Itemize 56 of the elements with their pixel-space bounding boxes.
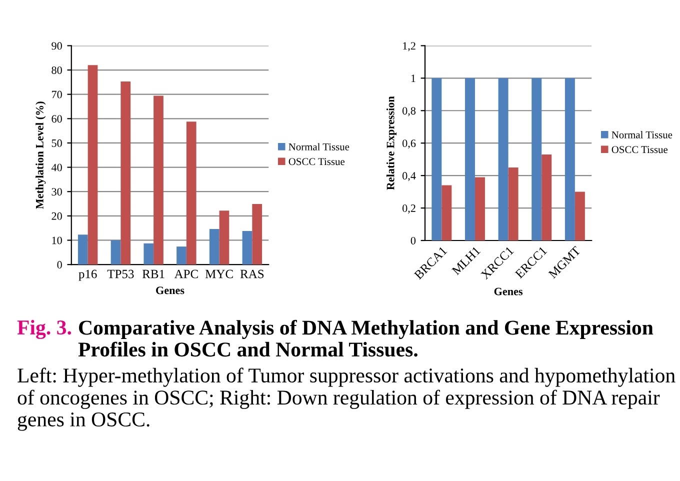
y-tick-label: 0,6: [402, 140, 416, 149]
bar: [209, 229, 220, 265]
y-tick-label: 0,4: [402, 172, 416, 182]
bar: [432, 78, 442, 240]
bar: [574, 192, 585, 240]
y-tick-label: 40: [51, 164, 62, 172]
bar: [474, 177, 485, 240]
caption: Fig. 3.: [17, 320, 72, 339]
x-tick-label: TP53: [107, 270, 134, 278]
y-tick-label: 60: [52, 115, 62, 123]
x-tick-label: MYC: [205, 270, 233, 278]
y-tick-label: 0,2: [402, 204, 416, 214]
bar: [542, 154, 552, 240]
bar: [110, 240, 121, 265]
y-tick-label: 0,8: [402, 107, 416, 116]
bar: [144, 243, 154, 265]
bar: [242, 230, 252, 265]
bar: [564, 78, 575, 240]
legend-label: Normal Tissue: [288, 143, 350, 150]
bar: [176, 246, 186, 265]
y-tick-label: 80: [52, 66, 62, 74]
bar: [442, 185, 452, 240]
y-tick-label: 30: [52, 188, 62, 196]
bar: [186, 122, 196, 265]
y-tick-label: 0: [57, 261, 62, 269]
y-tick-label: 50: [52, 139, 62, 147]
y-tick-label: 1,2: [403, 42, 416, 52]
y-tick-label: 1: [411, 74, 416, 82]
bar: [219, 210, 230, 265]
y-tick-label: 20: [52, 212, 62, 220]
x-axis-title: Genes: [156, 286, 184, 294]
bar: [532, 78, 542, 240]
bar: [252, 204, 262, 265]
y-axis-title: Relative Expression: [386, 96, 397, 190]
x-tick-label: RAS: [240, 270, 264, 278]
legend-label: OSCC Tissue: [612, 146, 668, 154]
y-tick-label: 90: [52, 42, 62, 50]
x-tick-label: RB1: [142, 270, 164, 278]
bar: [88, 65, 98, 265]
x-axis-title: Genes: [494, 288, 523, 296]
text: Left: Hyper-methylation of Tumor suppressor activations and hypomethylation of oncogenes in OSCC; Right: Down regulation of expression of DNA repair genes in OSCC.: [18, 368, 676, 431]
x-tick-label: APC: [174, 270, 198, 278]
bar: [120, 81, 131, 265]
bar: [508, 167, 518, 240]
x-tick-label: p16: [78, 270, 97, 281]
y-tick-label: 10: [52, 236, 62, 244]
bar: [464, 78, 475, 240]
bar: [498, 78, 508, 240]
legend-label: Normal Tissue: [612, 131, 672, 138]
y-tick-label: 0: [410, 236, 416, 244]
bar: [154, 96, 164, 265]
legend-label: OSCC Tissue: [288, 158, 344, 166]
text: Comparative Analysis of DNA Methylation and Gene Expression Profiles in OSCC and Normal Tissues.: [78, 320, 654, 357]
bar: [78, 234, 88, 265]
y-tick-label: 70: [52, 90, 62, 98]
y-axis-title: Methylation Level (%): [36, 102, 46, 209]
